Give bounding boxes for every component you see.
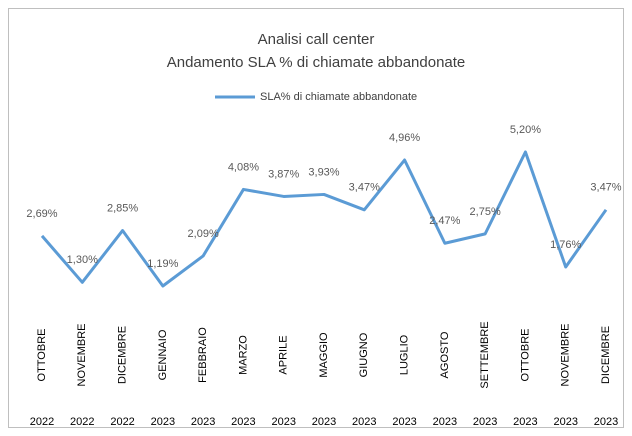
x-year-label: 2022	[30, 416, 54, 428]
chart-title: Analisi call center	[258, 31, 375, 48]
x-tick-label: DICEMBRE	[600, 326, 612, 384]
x-year-label: 2023	[271, 416, 295, 428]
x-year-label: 2023	[392, 416, 416, 428]
data-label: 3,87%	[268, 168, 299, 180]
x-tick-label: OTTOBRE	[519, 329, 531, 382]
x-year-label: 2023	[231, 416, 255, 428]
x-year-label: 2023	[151, 416, 175, 428]
series-line	[40, 150, 608, 288]
data-label: 1,76%	[550, 239, 581, 251]
data-label: 2,85%	[107, 202, 138, 214]
data-label: 4,96%	[389, 132, 420, 144]
x-year-label: 2023	[473, 416, 497, 428]
x-year-label: 2023	[191, 416, 215, 428]
x-tick-label: AGOSTO	[439, 331, 451, 378]
x-tick-label: MARZO	[237, 335, 249, 375]
data-label: 2,47%	[429, 215, 460, 227]
data-label: 3,47%	[349, 182, 380, 194]
x-tick-label: APRILE	[278, 335, 290, 374]
x-year-label: 2023	[594, 416, 618, 428]
x-year-label: 2023	[433, 416, 457, 428]
data-label: 3,93%	[308, 166, 339, 178]
chart-subtitle: Andamento SLA % di chiamate abbandonate	[167, 54, 466, 71]
data-label: 1,30%	[67, 254, 98, 266]
x-year-label: 2023	[312, 416, 336, 428]
chart-border	[8, 8, 624, 428]
data-label: 4,08%	[228, 161, 259, 173]
x-tick-label: NOVEMBRE	[76, 324, 88, 387]
x-tick-label: MAGGIO	[318, 332, 330, 378]
x-tick-label: NOVEMBRE	[560, 324, 572, 387]
legend-label: SLA% di chiamate abbandonate	[260, 91, 417, 103]
x-tick-label: LUGLIO	[398, 334, 410, 375]
data-label: 1,19%	[147, 258, 178, 270]
x-tick-label: GIUGNO	[358, 332, 370, 377]
x-year-label: 2023	[513, 416, 537, 428]
x-tick-label: OTTOBRE	[36, 329, 48, 382]
x-tick-label: FEBBRAIO	[197, 327, 209, 383]
x-year-label: 2022	[110, 416, 134, 428]
data-label: 3,47%	[590, 182, 621, 194]
x-year-label: 2022	[70, 416, 94, 428]
x-year-label: 2023	[352, 416, 376, 428]
x-year-label: 2023	[553, 416, 577, 428]
x-tick-label: SETTEMBRE	[479, 321, 491, 388]
data-label: 2,69%	[26, 208, 57, 220]
data-label: 2,09%	[188, 228, 219, 240]
data-label: 5,20%	[510, 124, 541, 136]
x-tick-label: GENNAIO	[157, 329, 169, 380]
x-tick-label: DICEMBRE	[116, 326, 128, 384]
data-label: 2,75%	[470, 206, 501, 218]
